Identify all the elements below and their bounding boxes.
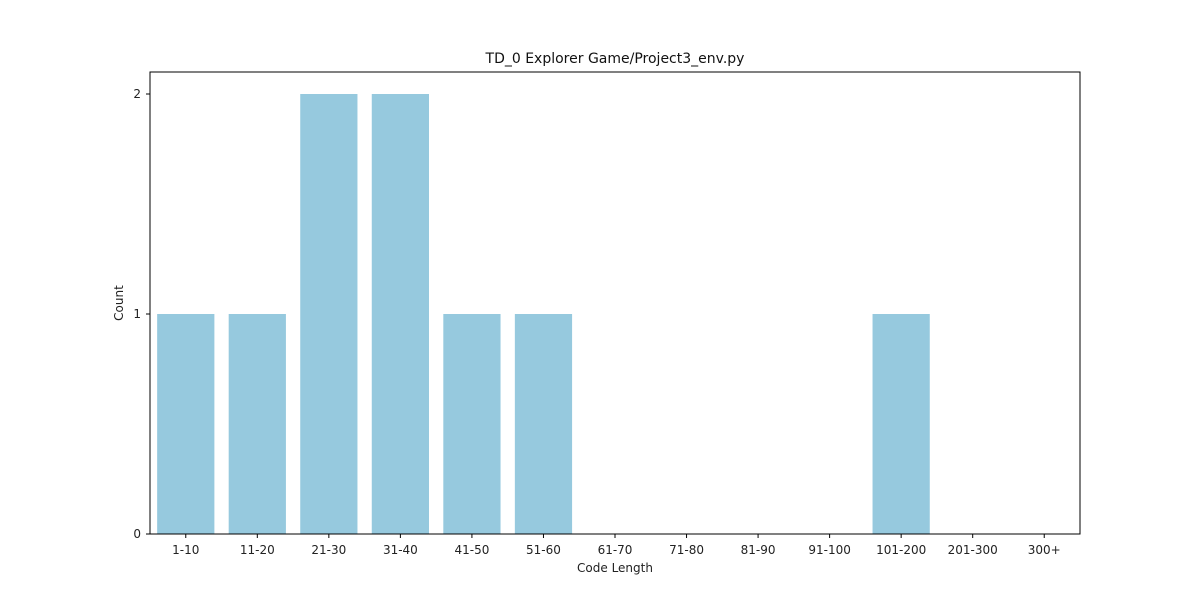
bar-51-60 [514, 314, 573, 534]
x-tick-label: 201-300 [948, 543, 998, 557]
x-tick-label: 61-70 [598, 543, 633, 557]
x-tick-label: 31-40 [383, 543, 418, 557]
y-tick-label: 0 [133, 527, 141, 541]
bar-1-10 [157, 314, 215, 534]
x-tick-label: 81-90 [741, 543, 776, 557]
x-tick-label: 11-20 [240, 543, 275, 557]
x-tick-label: 300+ [1028, 543, 1061, 557]
x-axis-label: Code Length [577, 561, 653, 575]
y-tick-label: 2 [133, 87, 141, 101]
x-tick-label: 71-80 [669, 543, 704, 557]
x-tick-label: 21-30 [311, 543, 346, 557]
y-axis: 0 1 2 [133, 87, 150, 541]
bars-layer [157, 94, 930, 534]
bar-11-20 [228, 314, 286, 534]
y-axis-label: Count [112, 285, 126, 321]
bar-31-40 [371, 94, 429, 534]
plot-frame [149, 71, 1081, 535]
bar-21-30 [300, 94, 358, 534]
bar-101-200 [872, 314, 930, 534]
bar-41-50 [443, 314, 501, 534]
chart-title: TD_0 Explorer Game/Project3_env.py [485, 51, 745, 67]
x-tick-label: 51-60 [526, 543, 561, 557]
x-tick-label: 1-10 [172, 543, 199, 557]
x-tick-label: 101-200 [876, 543, 926, 557]
y-tick-label: 1 [133, 307, 141, 321]
x-tick-label: 91-100 [808, 543, 851, 557]
x-axis: 1-10 11-20 21-30 31-40 41-50 51-60 61-70 71-80 8… [172, 534, 1061, 557]
x-tick-label: 41-50 [454, 543, 489, 557]
